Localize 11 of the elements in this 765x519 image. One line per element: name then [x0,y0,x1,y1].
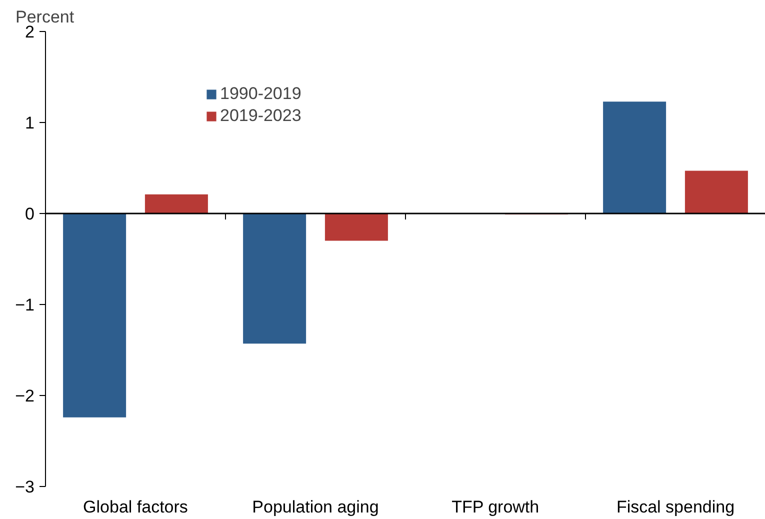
x-tick-label: TFP growth [452,498,540,516]
y-tick-label: 1 [25,114,35,132]
y-tick-label: −2 [15,386,35,406]
x-tick-label: Population aging [252,498,379,516]
y-tick-label: −3 [15,478,35,496]
x-tick-label: Global factors [83,498,188,516]
y-tick-label: −1 [15,296,35,314]
y-tick-label: 0 [25,204,35,224]
x-tick-label: Fiscal spending [616,498,735,516]
legend-label: 1990-2019 [220,84,302,104]
legend-label: 2019-2023 [220,106,302,126]
